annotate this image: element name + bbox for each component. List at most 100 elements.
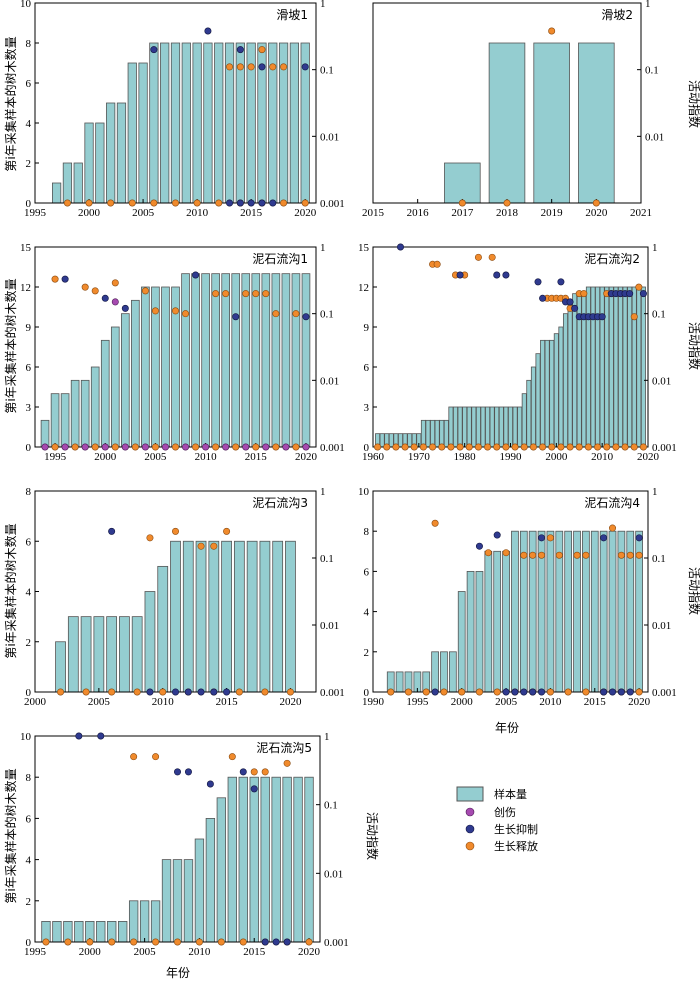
x-label-panel4: 年份 xyxy=(495,721,519,735)
legend-sample-label: 样本量 xyxy=(494,787,527,801)
injury-baseline-point xyxy=(41,443,49,451)
release-baseline-point xyxy=(475,688,483,696)
x-tick-label: 1980 xyxy=(454,451,477,463)
y2-tick-label: 0.01 xyxy=(324,868,343,880)
release-baseline-point xyxy=(42,938,50,946)
y-tick-label: 15 xyxy=(20,242,32,254)
suppression-point xyxy=(232,313,240,321)
suppression-point xyxy=(239,768,247,776)
suppression-point xyxy=(539,294,547,302)
y-left-label-3: 第i年采集样本的树木数量 xyxy=(3,523,18,658)
release-baseline-point xyxy=(594,443,602,451)
bar-1978 xyxy=(452,406,459,448)
y2-tick-label: 0.1 xyxy=(645,65,659,77)
release-point xyxy=(292,310,300,318)
release-baseline-point xyxy=(111,443,119,451)
panel-title: 泥石流沟4 xyxy=(584,496,640,510)
bar-1975 xyxy=(439,419,445,448)
bar-2020 xyxy=(285,540,296,693)
bar-1997 xyxy=(540,339,546,448)
x-tick-label: 2017 xyxy=(451,207,474,219)
release-baseline-point xyxy=(465,443,473,451)
y2-tick-label: 0.01 xyxy=(320,131,339,143)
suppression-baseline-point xyxy=(197,688,205,696)
release-baseline-point xyxy=(193,199,201,207)
x-tick-label: 2000 xyxy=(451,696,474,708)
bar-2017 xyxy=(271,776,281,943)
injury-baseline-point xyxy=(242,443,250,451)
bar-1983 xyxy=(475,406,481,448)
release-baseline-point xyxy=(128,199,136,207)
bars xyxy=(40,273,311,448)
suppression-point xyxy=(598,313,606,321)
release-point xyxy=(81,283,89,291)
release-point xyxy=(228,753,236,761)
bar-2017 xyxy=(444,162,481,204)
release-point xyxy=(573,551,581,559)
bar-2000 xyxy=(553,333,559,448)
y2-tick-label: 1 xyxy=(320,242,326,254)
y-tick-label: 4 xyxy=(26,587,32,599)
y2-tick-label: 0.1 xyxy=(320,309,334,321)
release-point xyxy=(261,768,269,776)
x-tick-label: 2020 xyxy=(279,696,302,708)
suppression-baseline-point xyxy=(258,199,266,207)
y2-tick-label: 0.001 xyxy=(324,937,349,949)
release-point xyxy=(582,551,590,559)
bar-1966 xyxy=(397,433,404,448)
bar-2015 xyxy=(251,273,261,448)
release-point xyxy=(283,759,291,767)
bar-2002 xyxy=(121,313,130,448)
bar-1995 xyxy=(530,366,536,448)
release-point xyxy=(529,551,537,559)
y-tick-label: 6 xyxy=(364,566,370,578)
bar-1968 xyxy=(407,433,413,448)
suppression-baseline-point xyxy=(502,688,510,696)
y2-tick-label: 0.1 xyxy=(652,553,666,565)
release-point xyxy=(141,287,149,295)
bar-2010 xyxy=(599,286,605,448)
release-baseline-point xyxy=(235,688,243,696)
bar-2016 xyxy=(599,530,608,693)
suppression-baseline-point xyxy=(146,688,154,696)
x-tick-label: 2020 xyxy=(298,946,321,958)
suppression-point xyxy=(639,290,647,298)
injury-baseline-point xyxy=(81,443,89,451)
x-tick-label: 2020 xyxy=(295,451,318,463)
release-baseline-point xyxy=(548,443,556,451)
x-tick-label: 2000 xyxy=(78,207,101,219)
bars xyxy=(386,530,643,693)
release-baseline-point xyxy=(584,443,592,451)
y2-tick-label: 0.1 xyxy=(652,309,666,321)
suppression-baseline-point xyxy=(538,688,546,696)
release-baseline-point xyxy=(546,688,554,696)
release-baseline-point xyxy=(261,688,269,696)
bar-1995 xyxy=(50,393,60,448)
x-tick-label: 2010 xyxy=(186,207,209,219)
release-point xyxy=(538,551,546,559)
release-baseline-point xyxy=(603,443,611,451)
bar-2001 xyxy=(96,921,106,943)
release-baseline-point xyxy=(630,443,638,451)
bar-2018 xyxy=(281,273,291,448)
bar-2012 xyxy=(564,530,573,693)
x-tick-label: 1990 xyxy=(362,696,385,708)
release-baseline-point xyxy=(57,688,65,696)
release-point xyxy=(431,519,439,527)
x-tick-label: 2016 xyxy=(407,207,430,219)
bar-1984 xyxy=(480,406,486,448)
release-point xyxy=(236,63,244,71)
bar-1991 xyxy=(512,406,518,448)
bar-2013 xyxy=(613,286,619,448)
suppression-baseline-point xyxy=(520,688,528,696)
y-tick-label: 3 xyxy=(364,402,370,414)
release-baseline-point xyxy=(64,938,72,946)
bar-2001 xyxy=(95,122,105,204)
panel-title: 泥石流沟5 xyxy=(256,741,312,755)
legend-sample-swatch xyxy=(456,786,484,802)
release-baseline-point xyxy=(91,443,99,451)
bar-2011 xyxy=(604,286,610,448)
y-tick-label: 8 xyxy=(26,38,32,50)
release-baseline-point xyxy=(404,688,412,696)
